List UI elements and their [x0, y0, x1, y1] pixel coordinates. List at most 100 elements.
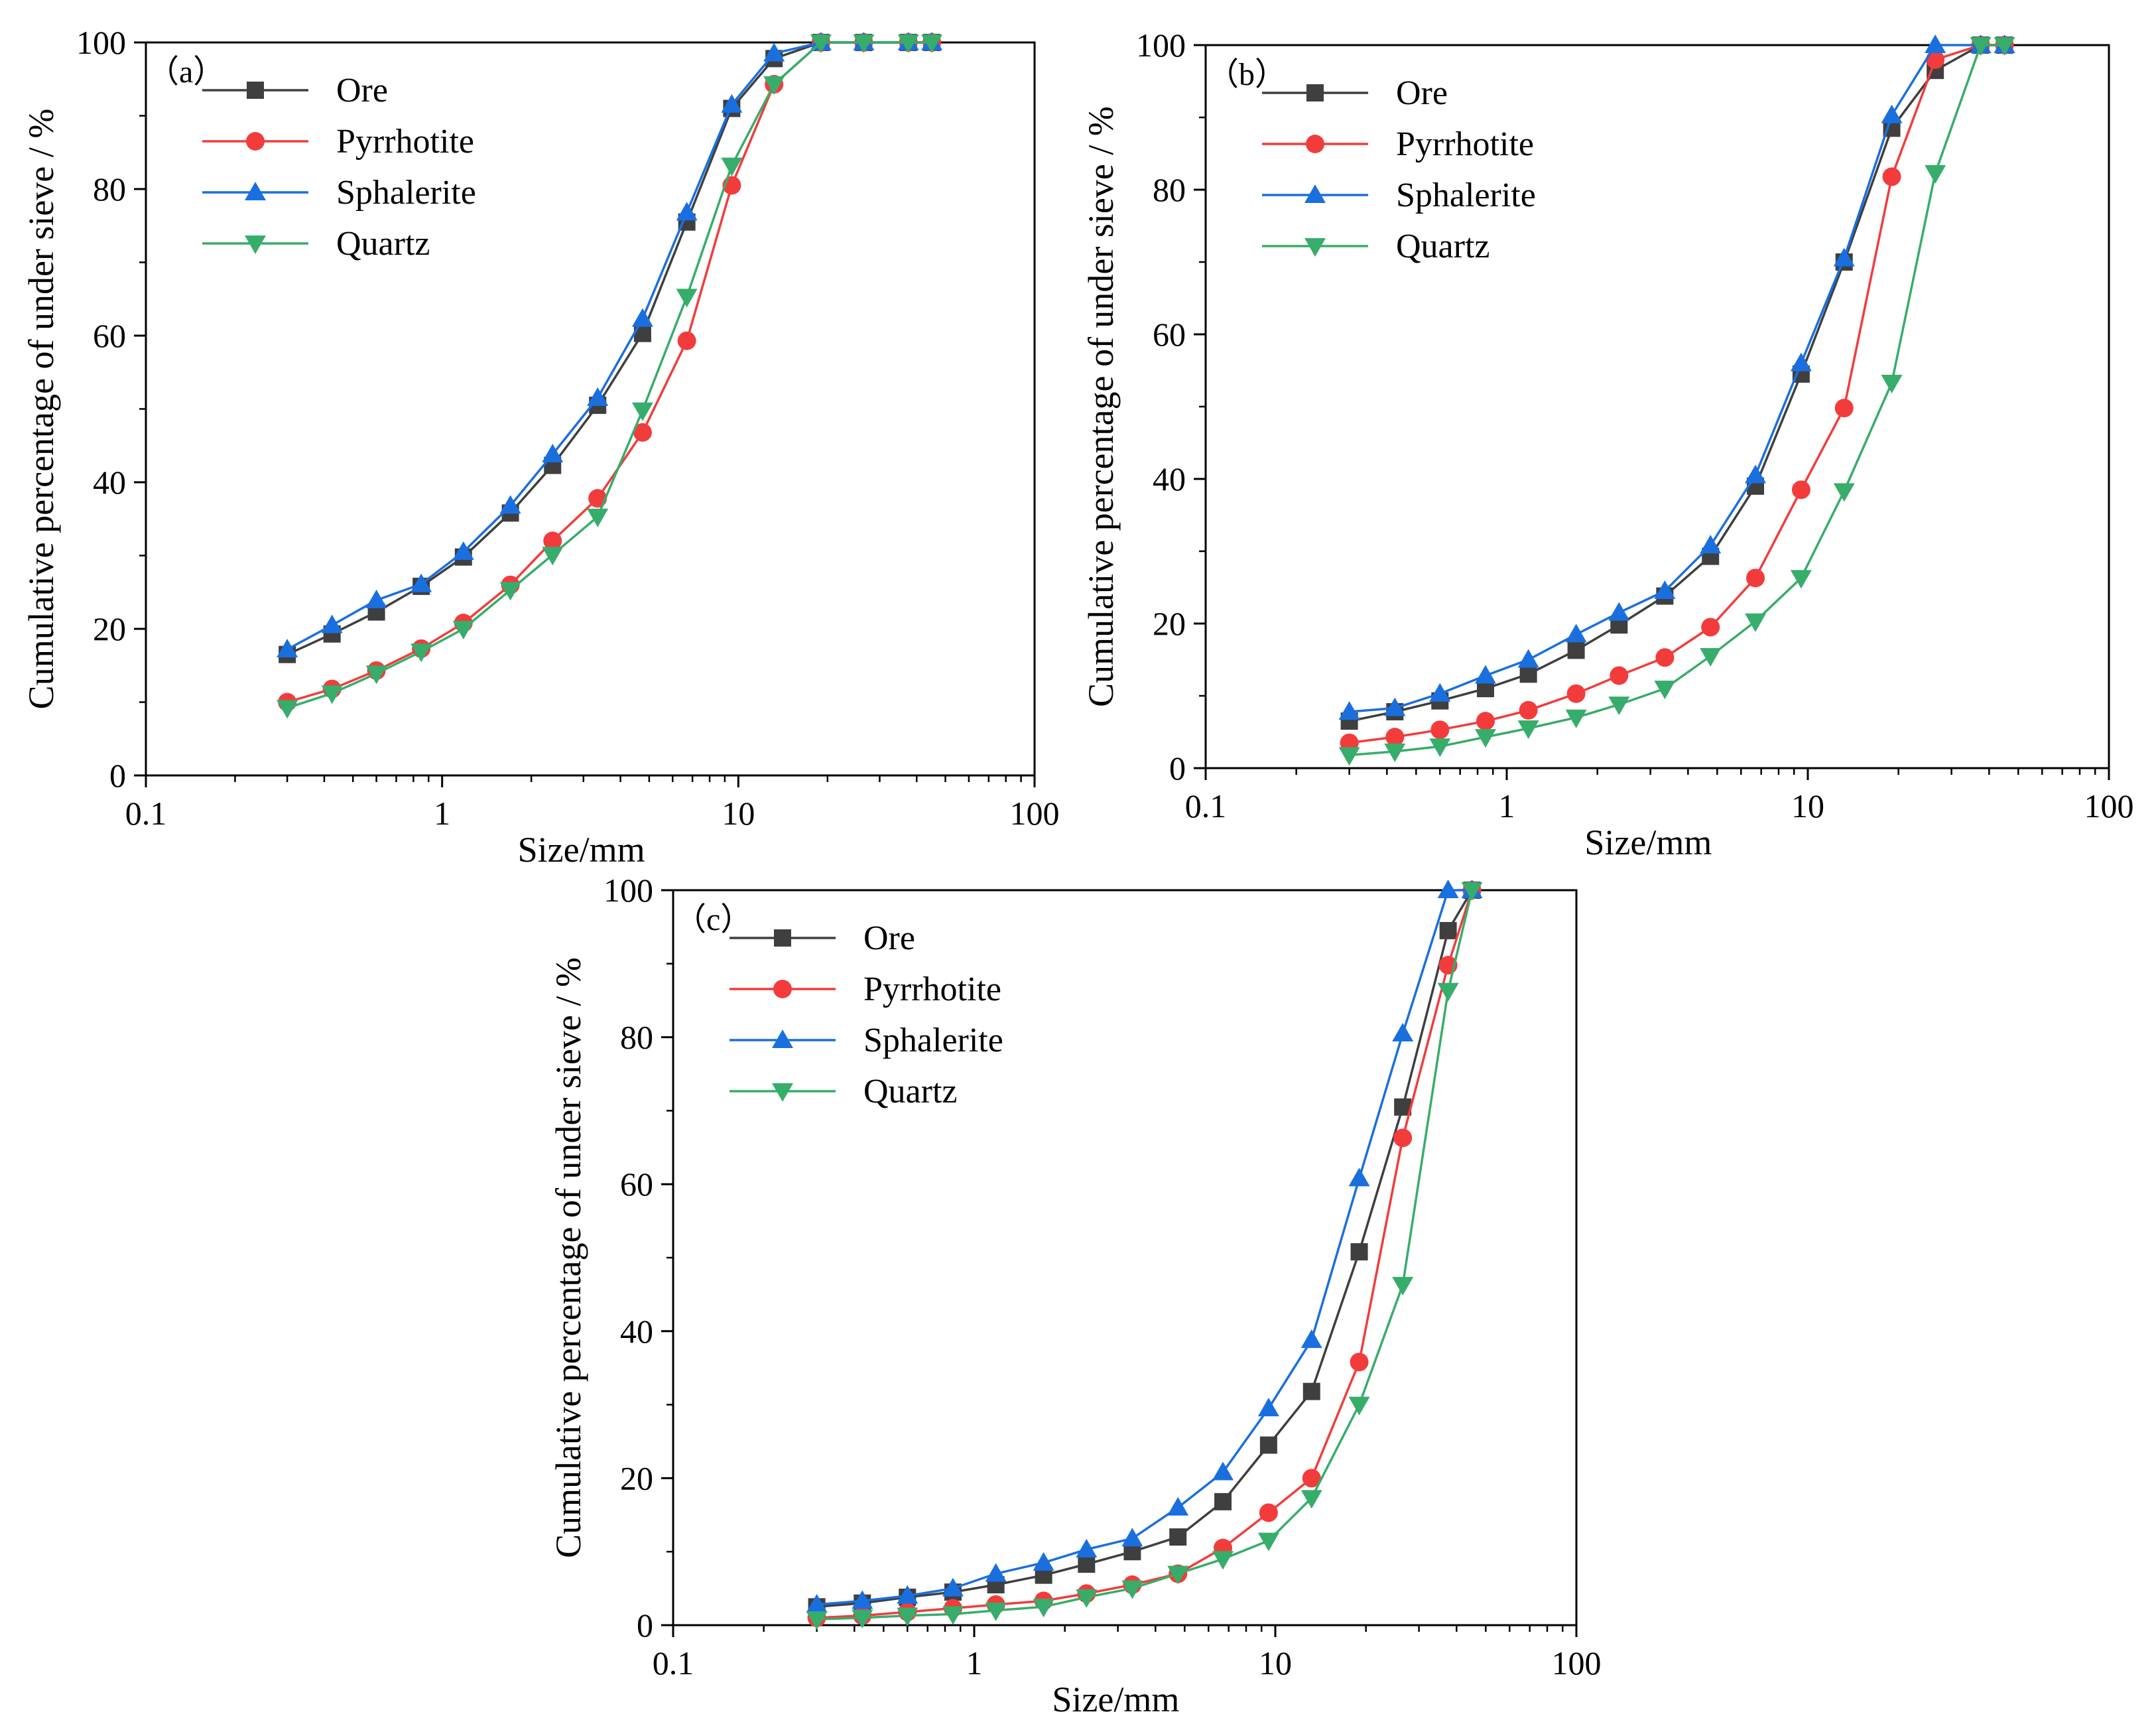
- data-point-quartz: [1745, 613, 1767, 632]
- data-point-sphalerite: [321, 614, 343, 633]
- data-point-pyrrhotite: [543, 531, 562, 551]
- legend-label-ore: Ore: [863, 919, 915, 957]
- y-tick-label: 80: [1153, 171, 1186, 208]
- data-point-quartz: [1461, 882, 1483, 901]
- panel-label: （a）: [147, 54, 225, 90]
- series-line-pyrrhotite: [1349, 44, 2005, 744]
- series-line-quartz: [1349, 44, 2005, 757]
- data-point-sphalerite: [587, 387, 609, 406]
- legend-marker-sphalerite: [772, 1029, 793, 1048]
- data-point-ore: [1439, 921, 1457, 939]
- data-point-sphalerite: [942, 1577, 964, 1597]
- data-point-quartz: [1881, 375, 1903, 394]
- legend: Ore Pyrrhotite Sphalerite Quartz: [729, 919, 1003, 1110]
- data-point-pyrrhotite: [1791, 480, 1810, 499]
- data-point-sphalerite: [852, 1590, 873, 1609]
- data-point-sphalerite: [1925, 34, 1946, 53]
- y-axis-title: Cumulative percentage of under sieve / %: [1081, 106, 1121, 707]
- legend: Ore Pyrrhotite Sphalerite Quartz: [1262, 74, 1536, 265]
- legend-label-sphalerite: Sphalerite: [1396, 176, 1536, 214]
- data-point-sphalerite: [1384, 697, 1406, 716]
- data-point-ore: [1302, 1382, 1320, 1400]
- y-tick-label: 60: [1153, 316, 1186, 353]
- legend-marker-pyrrhotite: [1306, 135, 1324, 153]
- data-point-quartz: [897, 1607, 919, 1626]
- data-point-quartz: [1994, 37, 2015, 56]
- data-point-sphalerite: [897, 1585, 919, 1604]
- y-tick-label: 60: [620, 1165, 653, 1203]
- x-tick-label: 0.1: [1185, 787, 1227, 825]
- x-tick-label: 1: [1499, 787, 1515, 825]
- data-point-pyrrhotite: [1926, 50, 1945, 69]
- legend-marker-ore: [247, 82, 264, 99]
- legend-marker-quartz: [1304, 238, 1326, 257]
- data-point-sphalerite: [676, 202, 698, 221]
- data-point-sphalerite: [1881, 104, 1903, 123]
- data-point-quartz: [1608, 697, 1630, 716]
- legend-marker-ore: [774, 929, 791, 947]
- y-tick-label: 100: [1136, 27, 1186, 64]
- y-tick-label: 100: [603, 872, 653, 909]
- y-tick-label: 80: [93, 170, 126, 208]
- series-sphalerite: [806, 880, 1483, 1613]
- data-point-pyrrhotite: [1393, 1128, 1413, 1148]
- legend-label-sphalerite: Sphalerite: [863, 1022, 1003, 1059]
- legend-label-quartz: Quartz: [1396, 228, 1490, 265]
- data-point-sphalerite: [985, 1563, 1007, 1582]
- x-tick-label: 0.1: [125, 795, 167, 832]
- data-point-sphalerite: [1745, 464, 1767, 484]
- data-point-quartz: [1300, 1490, 1322, 1509]
- data-point-pyrrhotite: [1746, 568, 1765, 588]
- data-point-quartz: [1167, 1565, 1189, 1585]
- data-point-quartz: [806, 1611, 828, 1630]
- legend-marker-ore: [1306, 84, 1324, 101]
- chart-panel-1: 0.1 1 10 100 0 20 40 60 80 100 Size/mm Cumulative p…: [21, 24, 1060, 870]
- legend-marker-pyrrhotite: [773, 980, 792, 998]
- legend-marker-sphalerite: [1304, 184, 1326, 203]
- x-tick-label: 1: [434, 795, 450, 832]
- data-point-quartz: [1257, 1532, 1279, 1552]
- data-point-quartz: [1474, 729, 1496, 748]
- data-point-quartz: [1970, 37, 1992, 56]
- data-point-sphalerite: [1608, 602, 1630, 621]
- data-point-sphalerite: [1565, 624, 1587, 643]
- data-point-sphalerite: [1437, 880, 1459, 898]
- y-tick-label: 40: [1153, 460, 1186, 498]
- x-tick-label: 0.1: [653, 1644, 694, 1682]
- data-point-quartz: [1429, 738, 1451, 758]
- data-point-quartz: [676, 289, 698, 308]
- data-point-sphalerite: [542, 444, 564, 463]
- data-point-sphalerite: [1167, 1496, 1189, 1516]
- data-point-sphalerite: [1833, 247, 1855, 267]
- data-point-sphalerite: [1348, 1167, 1370, 1187]
- data-point-sphalerite: [631, 308, 653, 327]
- legend: Ore Pyrrhotite Sphalerite Quartz: [202, 72, 476, 263]
- data-point-sphalerite: [499, 495, 521, 514]
- data-point-pyrrhotite: [1302, 1469, 1321, 1488]
- data-point-quartz: [452, 621, 474, 639]
- panel-label: （b）: [1207, 57, 1287, 92]
- data-point-sphalerite: [411, 573, 432, 592]
- y-tick-label: 0: [109, 757, 126, 794]
- y-tick-label: 0: [1169, 750, 1186, 787]
- data-point-pyrrhotite: [1350, 1353, 1369, 1372]
- legend-label-pyrrhotite: Pyrrhotite: [863, 970, 1001, 1008]
- series-line-ore: [816, 890, 1474, 1609]
- data-point-sphalerite: [1790, 352, 1812, 371]
- data-point-sphalerite: [1121, 1528, 1143, 1547]
- data-point-ore: [1519, 665, 1537, 683]
- data-point-sphalerite: [1654, 580, 1676, 599]
- data-point-quartz: [1700, 648, 1722, 667]
- y-tick-label: 20: [93, 610, 126, 647]
- data-point-quartz: [810, 34, 832, 53]
- data-point-quartz: [1925, 165, 1946, 184]
- series-sphalerite: [277, 32, 943, 657]
- legend-label-quartz: Quartz: [863, 1073, 957, 1110]
- y-tick-label: 20: [1153, 605, 1186, 642]
- x-tick-label: 1: [966, 1644, 983, 1682]
- data-point-quartz: [853, 34, 875, 53]
- x-axis-title: Size/mm: [1052, 1680, 1179, 1719]
- y-axis-title: Cumulative percentage of under sieve / %: [21, 109, 61, 710]
- chart-panel-3: 0.1 1 10 100 0 20 40 60 80 100 Size/mm Cumulative p…: [548, 872, 1602, 1719]
- data-point-quartz: [1654, 681, 1676, 700]
